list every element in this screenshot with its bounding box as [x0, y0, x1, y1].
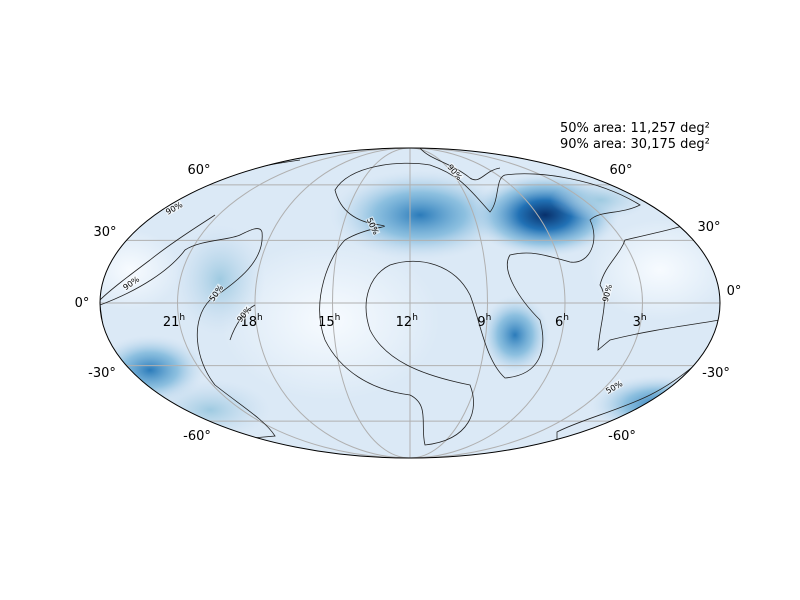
lat-label: 30°	[93, 225, 116, 240]
contour-label-bg	[446, 162, 464, 182]
ra-label: 15h	[318, 313, 340, 330]
ra-hours: 15	[318, 315, 335, 330]
ra-unit: h	[563, 313, 569, 323]
contour-label-bg	[164, 200, 184, 216]
ra-unit: h	[335, 313, 341, 323]
lat-label: -30°	[702, 366, 730, 381]
ra-label: 3h	[633, 313, 647, 330]
lat-label: -30°	[88, 366, 116, 381]
ra-hours: 3	[633, 315, 641, 330]
contour-label-bg	[600, 283, 614, 303]
ra-label: 6h	[555, 313, 569, 330]
ra-hours: 6	[555, 315, 563, 330]
lat-label: 30°	[697, 220, 720, 235]
ra-hours: 12	[396, 315, 413, 330]
ra-unit: h	[257, 313, 263, 323]
ra-label: 12h	[396, 313, 418, 330]
ra-label: 9h	[477, 313, 491, 330]
lat-label: -60°	[183, 429, 211, 444]
lat-label: -60°	[608, 429, 636, 444]
map-border	[99, 147, 721, 459]
ra-unit: h	[641, 313, 647, 323]
contour-label-bg	[207, 283, 225, 303]
ra-hours: 9	[477, 315, 485, 330]
contour-label-bg	[604, 379, 624, 395]
area-annotation: 90% area: 30,175 deg²	[560, 137, 710, 152]
contour-50	[319, 162, 641, 446]
ra-unit: h	[412, 313, 418, 323]
contour-label-bg	[365, 216, 381, 236]
ra-hours: 21	[163, 315, 180, 330]
contour-label-bg	[121, 274, 141, 292]
lat-label: 0°	[727, 284, 742, 299]
ra-unit: h	[179, 313, 185, 323]
lat-label: 0°	[75, 296, 90, 311]
lat-label: 60°	[187, 163, 210, 178]
lat-label: 60°	[609, 163, 632, 178]
ra-label: 21h	[163, 313, 185, 330]
contour-label-bg	[235, 304, 253, 324]
area-annotation: 50% area: 11,257 deg²	[560, 121, 710, 136]
ra-unit: h	[486, 313, 492, 323]
contour-50-left	[100, 228, 276, 451]
